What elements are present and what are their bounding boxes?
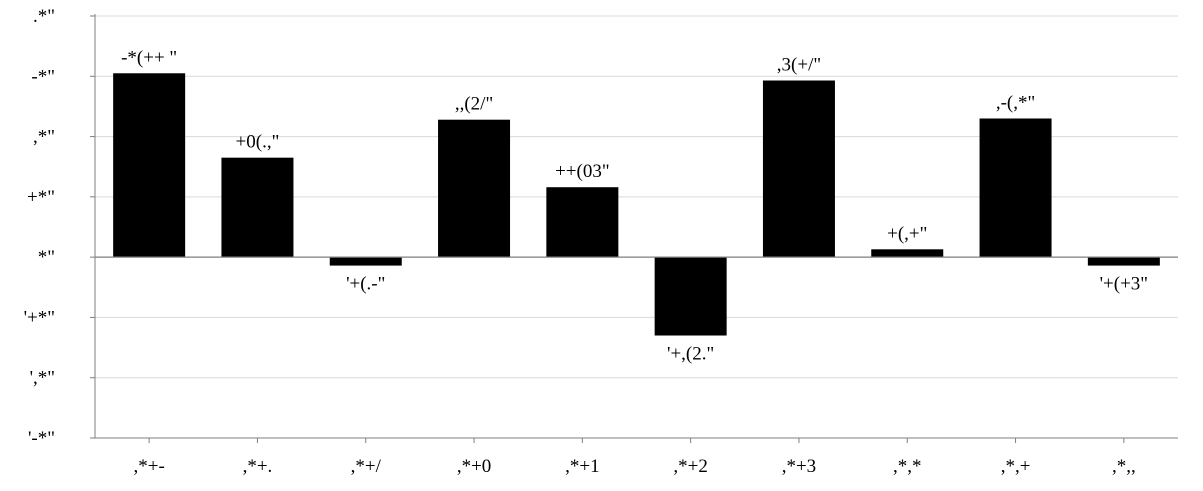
data-label: ,-(,*" [996, 92, 1035, 113]
x-tick-label: ,*+2 [673, 456, 707, 477]
data-label: '+(+3" [1100, 274, 1148, 295]
x-tick-label: ,*,+ [1001, 456, 1031, 477]
y-tick-label: *" [38, 247, 55, 268]
bar [329, 257, 402, 266]
labels: .*" -*" ,*" +*" *" '+*" ',*" '-*" -*(++ " ,*+- +0(… [24, 6, 1148, 477]
bar [762, 80, 835, 258]
data-label: -*(++ " [121, 47, 177, 68]
y-tick-label: -*" [31, 66, 55, 87]
bar [654, 257, 727, 336]
bar [546, 187, 619, 258]
x-tick-label: ,*+- [134, 456, 165, 477]
bar [113, 73, 186, 258]
data-label: '+,(2." [667, 344, 714, 365]
data-label: +(,+" [887, 223, 927, 244]
y-tick-label: '-*" [28, 428, 55, 449]
axes [90, 14, 1178, 443]
data-label: ++(03" [555, 161, 610, 182]
x-tick-label: ,*+/ [351, 456, 382, 477]
x-tick-label: ,*,, [1112, 456, 1136, 477]
data-label: ,3(+/" [777, 55, 821, 76]
data-label: ,,(2/" [455, 94, 493, 115]
bar [871, 249, 944, 258]
y-tick-label: +*" [27, 187, 55, 208]
y-tick-label: ,*" [33, 127, 55, 148]
data-label: '+(.-" [346, 274, 385, 295]
x-tick-label: ,*,* [893, 456, 922, 477]
x-tick-label: ,*+. [243, 456, 273, 477]
x-tick-label: ,*+0 [457, 456, 491, 477]
x-tick-label: ,*+3 [782, 456, 816, 477]
bar [221, 157, 294, 258]
y-tick-label: '+*" [24, 307, 55, 328]
x-tick-label: ,*+1 [565, 456, 599, 477]
bars [113, 73, 1160, 336]
bar [979, 118, 1052, 258]
data-label: +0(.," [236, 132, 280, 153]
bar [438, 119, 511, 258]
y-tick-label: .*" [33, 6, 55, 27]
bar [1087, 257, 1160, 266]
y-tick-label: ',*" [30, 368, 55, 389]
